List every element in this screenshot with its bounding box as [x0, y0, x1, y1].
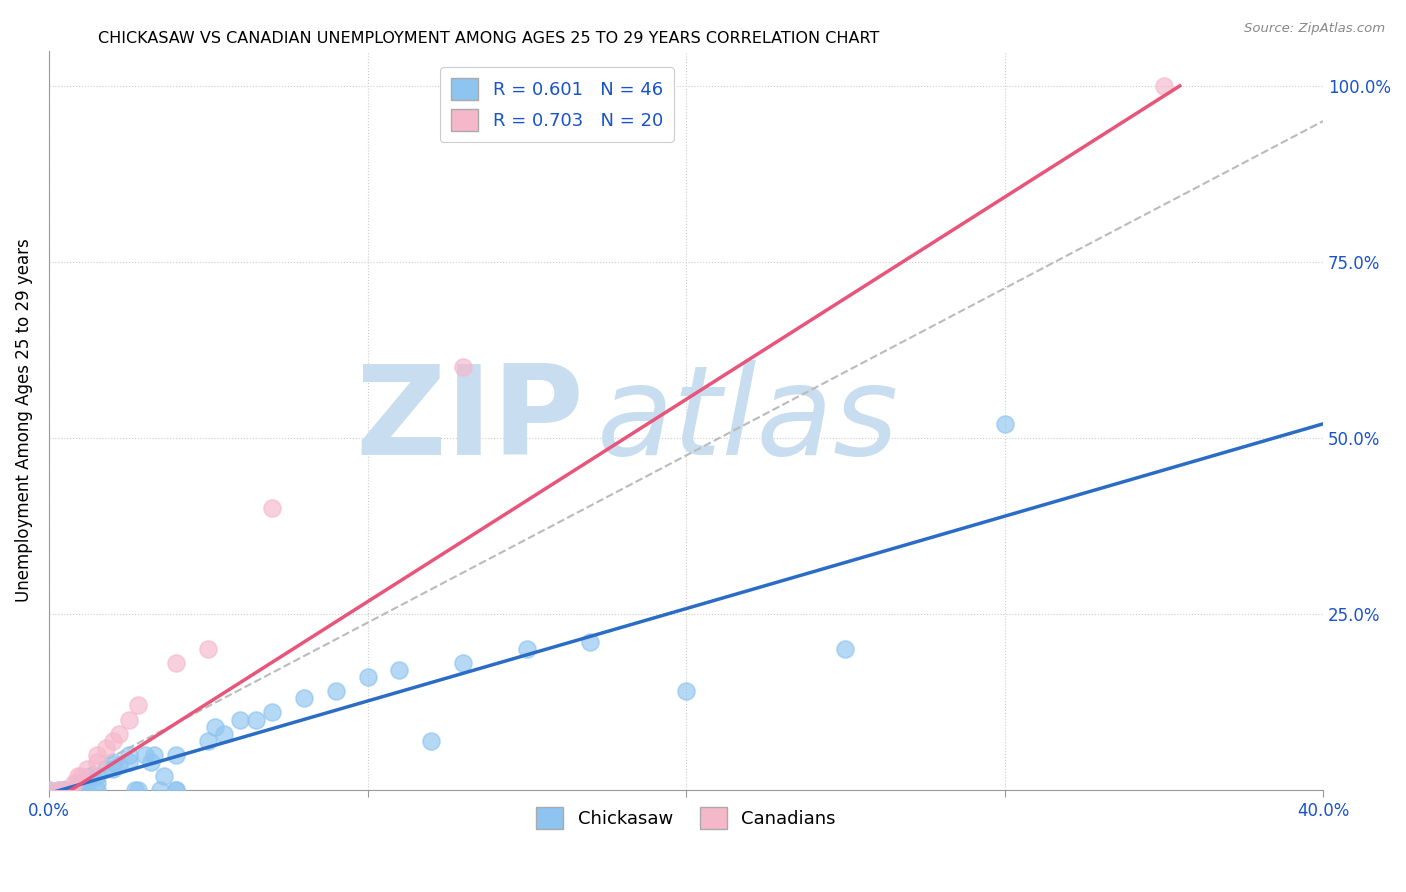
Point: [86, 755, 108, 769]
Point: [143, 747, 166, 762]
Point: [451, 656, 474, 670]
Point: [139, 755, 162, 769]
Point: [76, 783, 98, 797]
Point: [834, 642, 856, 657]
Point: [245, 713, 267, 727]
Point: [212, 726, 235, 740]
Text: ZIP: ZIP: [356, 359, 583, 481]
Point: [69, 783, 91, 797]
Point: [38, 783, 60, 797]
Point: [675, 684, 697, 698]
Point: [165, 747, 187, 762]
Point: [149, 783, 172, 797]
Point: [86, 769, 108, 783]
Point: [53, 783, 76, 797]
Text: atlas: atlas: [598, 359, 898, 481]
Point: [325, 684, 347, 698]
Point: [197, 733, 219, 747]
Point: [165, 656, 187, 670]
Legend: Chickasaw, Canadians: Chickasaw, Canadians: [529, 800, 844, 837]
Point: [86, 747, 108, 762]
Point: [38, 783, 60, 797]
Point: [66, 783, 89, 797]
Point: [260, 501, 283, 516]
Point: [101, 733, 124, 747]
Point: [96, 762, 118, 776]
Point: [86, 783, 108, 797]
Point: [108, 758, 131, 772]
Point: [86, 776, 108, 790]
Point: [994, 417, 1017, 431]
Point: [165, 783, 187, 797]
Point: [197, 642, 219, 657]
Point: [152, 769, 174, 783]
Point: [516, 642, 538, 657]
Point: [127, 783, 149, 797]
Point: [108, 726, 131, 740]
Point: [76, 762, 98, 776]
Point: [53, 783, 76, 797]
Point: [1153, 78, 1175, 93]
Point: [134, 747, 156, 762]
Point: [117, 713, 139, 727]
Point: [117, 747, 139, 762]
Point: [69, 769, 91, 783]
Point: [79, 769, 101, 783]
Point: [229, 713, 252, 727]
Point: [124, 783, 146, 797]
Point: [117, 755, 139, 769]
Point: [63, 783, 86, 797]
Point: [579, 635, 602, 649]
Point: [101, 762, 124, 776]
Point: [48, 783, 70, 797]
Point: [60, 783, 83, 797]
Point: [66, 769, 89, 783]
Y-axis label: Unemployment Among Ages 25 to 29 years: Unemployment Among Ages 25 to 29 years: [15, 238, 32, 602]
Point: [63, 776, 86, 790]
Point: [356, 670, 378, 684]
Point: [96, 740, 118, 755]
Point: [420, 733, 443, 747]
Point: [127, 698, 149, 713]
Point: [60, 783, 83, 797]
Text: CHICKASAW VS CANADIAN UNEMPLOYMENT AMONG AGES 25 TO 29 YEARS CORRELATION CHART: CHICKASAW VS CANADIAN UNEMPLOYMENT AMONG…: [98, 31, 880, 46]
Point: [69, 776, 91, 790]
Point: [165, 783, 187, 797]
Point: [204, 720, 226, 734]
Point: [48, 783, 70, 797]
Text: Source: ZipAtlas.com: Source: ZipAtlas.com: [1244, 22, 1385, 36]
Point: [388, 663, 411, 677]
Point: [260, 706, 283, 720]
Point: [101, 755, 124, 769]
Point: [292, 691, 315, 706]
Point: [451, 360, 474, 375]
